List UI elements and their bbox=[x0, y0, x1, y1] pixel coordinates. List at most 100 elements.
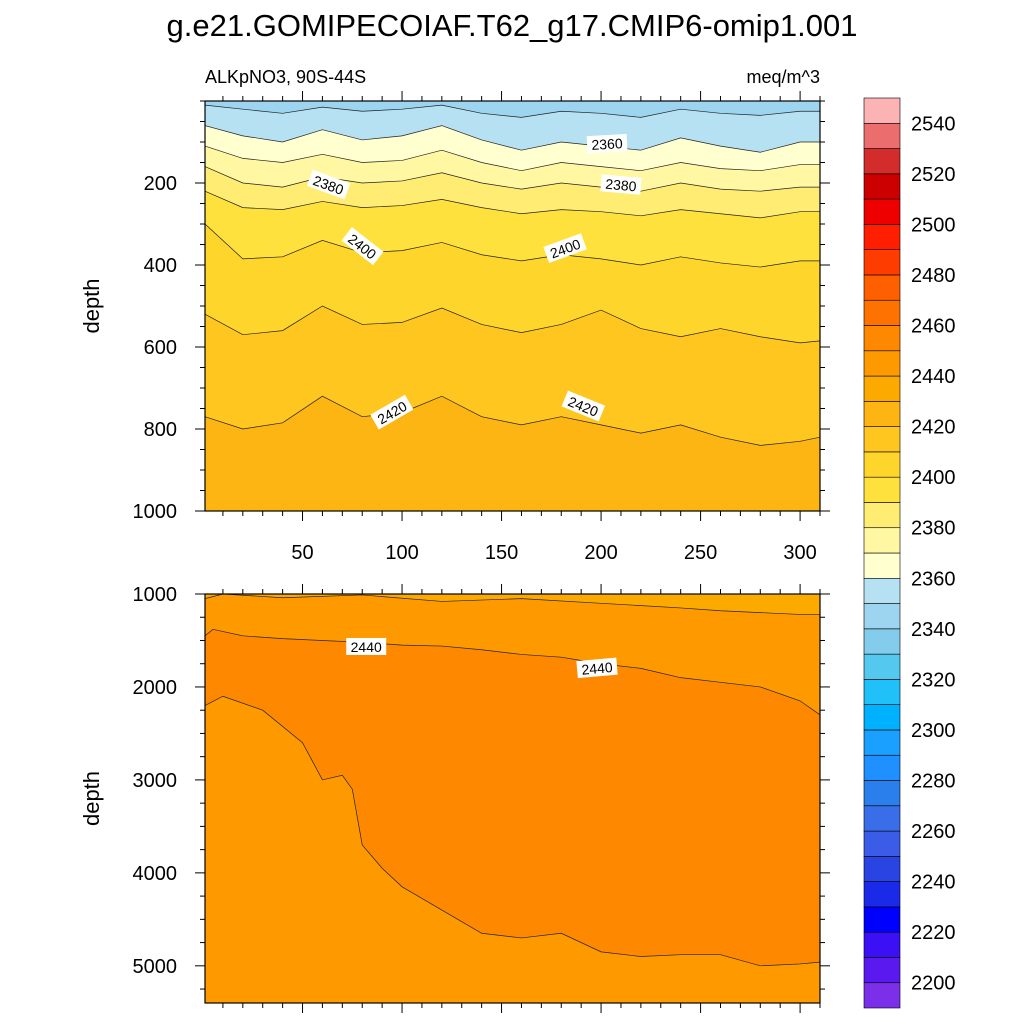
colorbar-tick-label: 2360 bbox=[911, 568, 956, 590]
colorbar-box-2470 bbox=[863, 299, 901, 326]
contour-line-2350 bbox=[204, 104, 820, 118]
contour-band-2450 bbox=[205, 594, 820, 715]
colorbar-box-2270 bbox=[863, 805, 901, 832]
lower-panel: 2440 2440 1000 2000 3000 4000 5000 depth bbox=[79, 584, 830, 1013]
colorbar-box-2330 bbox=[863, 653, 901, 680]
colorbar-tick-label: 2520 bbox=[911, 164, 956, 186]
colorbar-box-2460 bbox=[863, 325, 901, 352]
contour-line-2440 bbox=[204, 593, 820, 615]
y-tick-label: 400 bbox=[144, 255, 177, 277]
contour-line-2410 bbox=[204, 305, 821, 344]
y-tick-label: 600 bbox=[144, 337, 177, 359]
colorbar-box-2520 bbox=[863, 173, 901, 200]
y-tick-label: 800 bbox=[144, 419, 177, 441]
contour-line-2360 bbox=[204, 125, 820, 153]
y-tick-label: 1000 bbox=[133, 501, 178, 523]
colorbar-box-2350 bbox=[863, 603, 901, 630]
colorbar-box-2210 bbox=[863, 957, 901, 984]
subtitle-variable: ALKpNO3, 90S-44S bbox=[205, 67, 366, 87]
colorbar-box-2430 bbox=[863, 401, 901, 427]
colorbar-tick-label: 2400 bbox=[911, 467, 956, 489]
colorbar-tick-label: 2460 bbox=[911, 316, 956, 338]
colorbar-tick-label: 2500 bbox=[911, 214, 956, 236]
contour-line-2460 bbox=[204, 695, 821, 967]
svg-text:2360: 2360 bbox=[591, 135, 623, 153]
y-tick-label: 3000 bbox=[133, 770, 178, 792]
colorbar-tick-label: 2300 bbox=[911, 720, 956, 742]
contour-line-2390 bbox=[204, 190, 820, 219]
x-tick-label: 250 bbox=[684, 542, 717, 564]
y-tick-label: 1000 bbox=[133, 584, 178, 606]
colorbar-box-2510 bbox=[863, 198, 901, 225]
y-tick-label: 4000 bbox=[133, 863, 178, 885]
colorbar-box-2490 bbox=[863, 249, 901, 276]
x-tick-label: 50 bbox=[291, 542, 313, 564]
contour-line-2400 bbox=[204, 223, 820, 268]
colorbar-box-2400 bbox=[863, 476, 901, 503]
svg-text:2440: 2440 bbox=[351, 639, 382, 655]
svg-text:2440: 2440 bbox=[581, 659, 614, 678]
y-tick-label: 2000 bbox=[133, 677, 178, 699]
plot-frame bbox=[204, 593, 821, 1004]
colorbar-tick-label: 2440 bbox=[911, 366, 956, 388]
x-tick-label: 300 bbox=[783, 542, 816, 564]
colorbar-tick-label: 2380 bbox=[911, 518, 956, 540]
colorbar-box-2260 bbox=[863, 830, 901, 857]
colorbar-box-2500 bbox=[863, 224, 901, 250]
y-tick-label: 200 bbox=[144, 173, 177, 195]
svg-text:2380: 2380 bbox=[605, 176, 638, 195]
colorbar-tick-label: 2480 bbox=[911, 265, 956, 287]
x-tick-label: 200 bbox=[584, 542, 617, 564]
contour-band-2460 bbox=[205, 594, 820, 966]
colorbar-box-2540 bbox=[863, 122, 901, 149]
colorbar-tick-label: 2340 bbox=[911, 619, 956, 641]
colorbar-box-2240 bbox=[863, 881, 901, 908]
colorbar-box-2450 bbox=[863, 350, 901, 377]
colorbar-box-2360 bbox=[863, 577, 901, 604]
colorbar-tick-label: 2240 bbox=[911, 872, 956, 894]
contour-label: 2440 bbox=[576, 657, 618, 679]
colorbar-box-2280 bbox=[863, 780, 901, 807]
colorbar-tick-label: 2260 bbox=[911, 821, 956, 843]
colorbar-box-2550 bbox=[863, 97, 901, 124]
colorbar-box-2480 bbox=[863, 274, 901, 301]
colorbar-tick-label: 2200 bbox=[911, 973, 956, 995]
colorbar-box-2320 bbox=[863, 679, 901, 705]
contour-band-2440 bbox=[205, 594, 820, 615]
colorbar-box-2340 bbox=[863, 628, 901, 655]
colorbar-box-2200 bbox=[863, 982, 901, 1009]
contour-line-2450 bbox=[204, 628, 821, 716]
colorbar: 2200 2220 2240 2260 2280 2300 2320 2340 2360 2380… bbox=[863, 97, 956, 1009]
colorbar-box-2300 bbox=[863, 729, 901, 756]
contour-label: 2440 bbox=[346, 637, 387, 655]
colorbar-box-2370 bbox=[863, 552, 901, 579]
colorbar-box-2310 bbox=[863, 704, 901, 731]
y-axis-label: depth bbox=[79, 278, 104, 333]
colorbar-tick-label: 2320 bbox=[911, 669, 956, 691]
colorbar-tick-label: 2540 bbox=[911, 113, 956, 135]
subtitle-units: meq/m^3 bbox=[747, 67, 820, 87]
colorbar-tick-label: 2220 bbox=[911, 922, 956, 944]
contour-line-2370 bbox=[204, 145, 820, 172]
chart-title: g.e21.GOMIPECOIAF.T62_g17.CMIP6-omip1.00… bbox=[167, 8, 858, 43]
x-tick-label: 100 bbox=[385, 542, 418, 564]
y-axis-label: depth bbox=[79, 771, 104, 826]
colorbar-box-2530 bbox=[863, 148, 901, 175]
contour-label: 2360 bbox=[586, 134, 628, 154]
colorbar-box-2420 bbox=[863, 426, 901, 453]
colorbar-box-2230 bbox=[863, 906, 901, 933]
colorbar-tick-label: 2420 bbox=[911, 417, 956, 439]
y-tick-label: 5000 bbox=[133, 956, 178, 978]
colorbar-box-2390 bbox=[863, 502, 901, 529]
colorbar-box-2380 bbox=[863, 527, 901, 554]
colorbar-box-2290 bbox=[863, 754, 901, 781]
contour-band-2360 bbox=[205, 101, 820, 153]
contour-band-2350 bbox=[205, 101, 820, 118]
contour-label: 2380 bbox=[600, 174, 642, 195]
colorbar-box-2220 bbox=[863, 931, 901, 958]
colorbar-box-2440 bbox=[863, 375, 901, 402]
x-tick-label: 150 bbox=[485, 542, 518, 564]
colorbar-box-2250 bbox=[863, 856, 901, 882]
